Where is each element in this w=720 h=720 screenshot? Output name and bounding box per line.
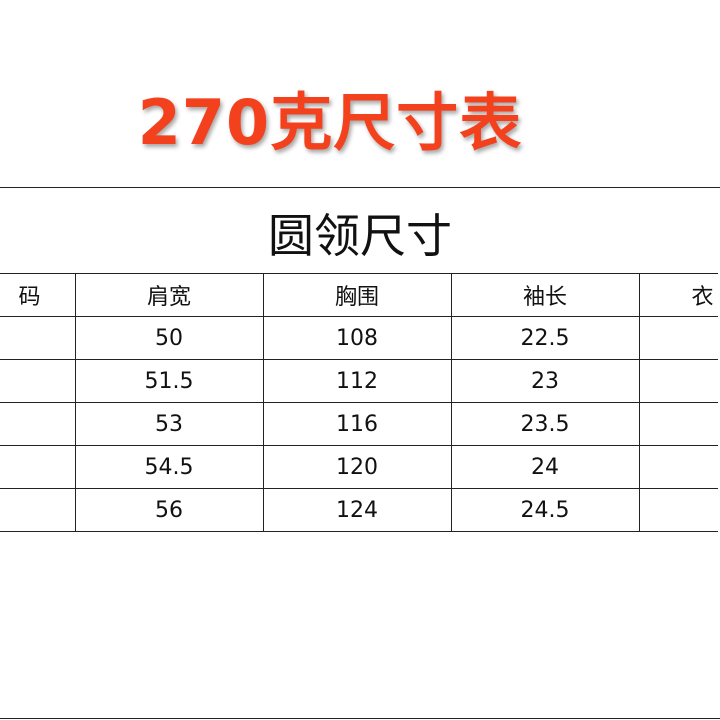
- cell-length: [638, 316, 718, 360]
- cell-chest: 112: [262, 359, 452, 403]
- cell-sleeve: 22.5: [450, 316, 640, 360]
- header-shoulder: 肩宽: [74, 273, 264, 317]
- divider-top: [0, 187, 720, 188]
- cell-chest: 116: [262, 402, 452, 446]
- cell-size: [0, 316, 76, 360]
- header-length: 衣: [638, 273, 718, 317]
- cell-shoulder: 50: [74, 316, 264, 360]
- cell-chest: 124: [262, 488, 452, 532]
- cell-shoulder: 53: [74, 402, 264, 446]
- cell-chest: 120: [262, 445, 452, 489]
- cell-sleeve: 23.5: [450, 402, 640, 446]
- table-row: 54.5 120 24: [0, 445, 718, 489]
- header-sleeve: 袖长: [450, 273, 640, 317]
- table-row: 50 108 22.5: [0, 316, 718, 360]
- table-row: 51.5 112 23: [0, 359, 718, 403]
- cell-sleeve: 23: [450, 359, 640, 403]
- table-header-row: 码 肩宽 胸围 袖长 衣: [0, 273, 718, 317]
- cell-length: [638, 488, 718, 532]
- cell-shoulder: 54.5: [74, 445, 264, 489]
- divider-bottom: [0, 718, 720, 719]
- cell-length: [638, 445, 718, 489]
- cell-chest: 108: [262, 316, 452, 360]
- table-title: 圆领尺寸: [268, 209, 452, 263]
- cell-sleeve: 24.5: [450, 488, 640, 532]
- cell-size: [0, 359, 76, 403]
- cell-shoulder: 51.5: [74, 359, 264, 403]
- table-row: 56 124 24.5: [0, 488, 718, 532]
- header-chest: 胸围: [262, 273, 452, 317]
- size-table: 码 肩宽 胸围 袖长 衣 50 108 22.5 51.5 112 23 53 116 23.5…: [0, 273, 718, 532]
- cell-size: [0, 402, 76, 446]
- cell-length: [638, 402, 718, 446]
- page-title: 270克尺寸表: [137, 86, 523, 159]
- header-size: 码: [0, 273, 76, 317]
- cell-length: [638, 359, 718, 403]
- cell-size: [0, 488, 76, 532]
- cell-shoulder: 56: [74, 488, 264, 532]
- cell-size: [0, 445, 76, 489]
- table-row: 53 116 23.5: [0, 402, 718, 446]
- cell-sleeve: 24: [450, 445, 640, 489]
